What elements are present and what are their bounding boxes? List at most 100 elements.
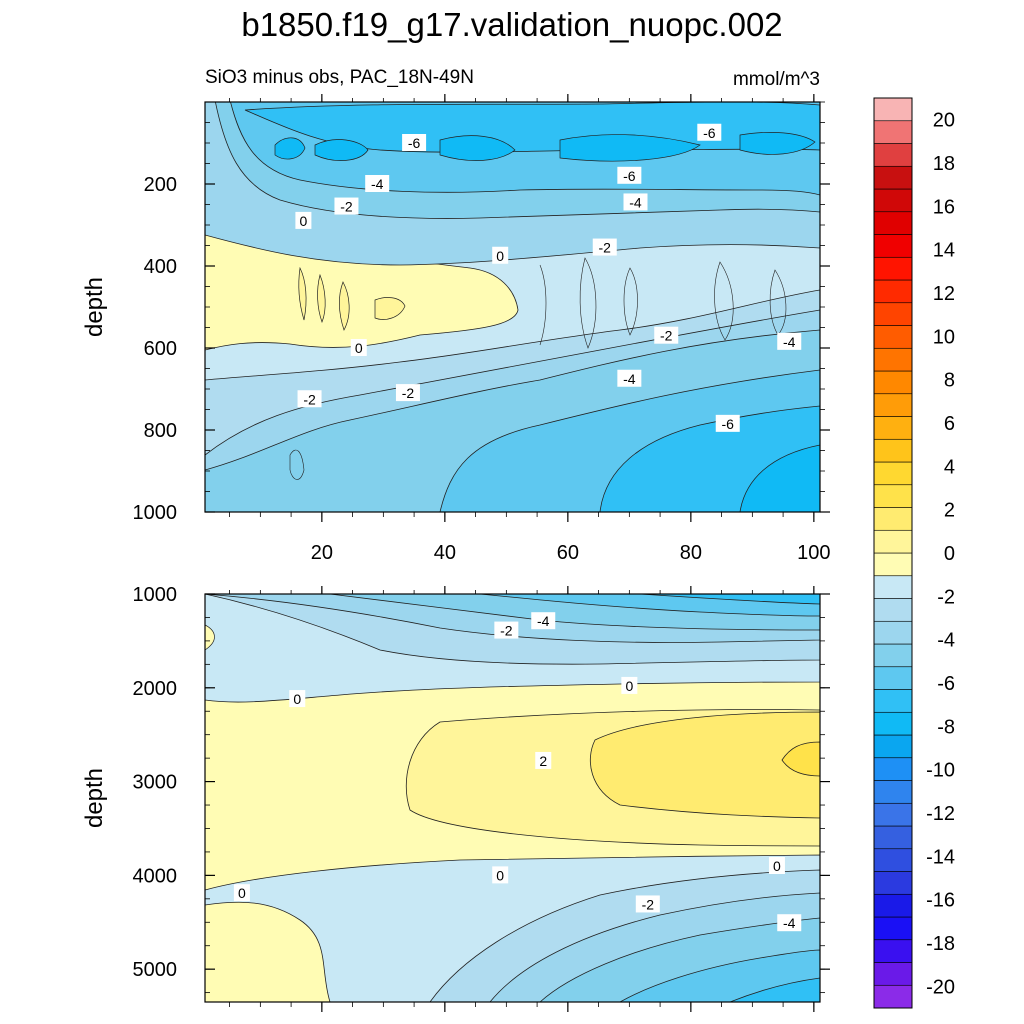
chart-title: b1850.f19_g17.validation_nuopc.002	[241, 6, 782, 43]
contour-label: 0	[355, 340, 363, 356]
colorbar-tick-label: 8	[944, 370, 955, 392]
upper-fill-positive-spot3	[339, 281, 350, 331]
contour-label: -2	[599, 240, 612, 256]
contour-label-box	[777, 914, 802, 932]
contour-label-box	[768, 857, 785, 874]
y-tick-label: 4000	[133, 865, 178, 887]
upper-fill-positive-spot2	[317, 273, 326, 323]
contour-label-box	[233, 884, 250, 902]
contour-label: 0	[300, 213, 308, 229]
colorbar-tick-label: 6	[944, 413, 955, 435]
contour-label: -2	[340, 199, 353, 215]
lower-fill-pos3	[781, 741, 820, 777]
colorbar-swatch	[873, 689, 913, 713]
contour-label-box	[592, 238, 617, 256]
y-tick-label: 2000	[133, 678, 178, 700]
upper-contour-b	[579, 257, 597, 349]
colorbar-swatch	[873, 97, 913, 122]
y-tick-label: 3000	[133, 772, 178, 794]
contour-label-box	[295, 211, 312, 229]
upper-fill-positive-spot4	[374, 297, 406, 320]
contour-label: 0	[496, 867, 504, 883]
colorbar-swatch	[873, 143, 913, 167]
colorbar-tick-label: 14	[933, 240, 955, 262]
colorbar-tick-label: -8	[937, 716, 955, 738]
colorbar-tick-label: -12	[926, 803, 955, 825]
colorbar-swatch	[873, 552, 913, 577]
upper-axes: 200 400 600 800 1000 20 40 60 80 100	[133, 94, 831, 564]
colorbar-swatch	[873, 598, 913, 622]
contour-label: -6	[722, 416, 735, 432]
colorbar-swatch	[873, 438, 913, 463]
contour-label-box	[297, 390, 322, 408]
colorbar-swatch	[873, 780, 913, 804]
upper-contour-labels: -6 -6 -6 -4 -4 -2 0 0 -2 0 -2 -4 -4 -2 -2 -6	[295, 123, 802, 432]
contour-label-box	[402, 134, 427, 151]
contour-label: -2	[500, 623, 513, 639]
contour-label-box	[535, 751, 552, 769]
colorbar-swatch	[873, 416, 913, 440]
colorbar-swatch	[873, 984, 913, 1009]
contour-label: 0	[293, 691, 301, 707]
colorbar-swatch	[873, 302, 913, 326]
colorbar-tick-label: -6	[937, 673, 955, 695]
y-tick-label: 400	[144, 256, 177, 278]
contour-label-box	[617, 166, 642, 184]
colorbar-tick-label: 2	[944, 500, 955, 522]
upper-fill-core3	[439, 135, 516, 161]
colorbar-swatch	[873, 848, 913, 872]
upper-field	[205, 102, 820, 512]
contour-label-box	[777, 332, 802, 350]
contour-label-box	[617, 369, 642, 387]
colorbar-tick-label: 4	[944, 456, 955, 478]
upper-fill-core4	[559, 134, 701, 162]
contour-label-box	[492, 246, 509, 264]
y-tick-label: 5000	[133, 959, 178, 981]
colorbar-swatch	[873, 234, 913, 258]
colorbar: 20181614121086420-2-4-6-8-10-12-14-16-18…	[873, 97, 955, 1009]
colorbar-tick-label: -10	[926, 760, 955, 782]
contour-label-box	[350, 339, 367, 356]
contour-label-box	[365, 175, 390, 192]
colorbar-swatch	[873, 939, 913, 963]
colorbar-swatch	[873, 575, 913, 599]
contour-label: -6	[703, 125, 716, 141]
contour-label: -6	[623, 168, 636, 184]
colorbar-tick-label: 16	[933, 196, 955, 218]
upper-fill-positive-spot1	[298, 266, 307, 321]
lower-fill-pos2	[589, 711, 820, 819]
chart-units: mmol/m^3	[733, 69, 820, 90]
y-tick-label: 1000	[133, 502, 178, 524]
colorbar-tick-label: -20	[926, 976, 955, 998]
colorbar-tick-label: -14	[926, 846, 955, 868]
chart-subtitle-left: SiO3 minus obs, PAC_18N-49N	[205, 67, 474, 88]
contour-label-box	[289, 690, 306, 708]
contour-label-box	[621, 676, 638, 694]
y-tick-label: 800	[144, 420, 177, 442]
colorbar-swatch	[873, 643, 913, 668]
y-tick-label: 600	[144, 338, 177, 360]
y-tick-label: 200	[144, 174, 177, 196]
colorbar-tick-label: 18	[933, 153, 955, 175]
contour-label: 0	[625, 678, 633, 694]
contour-label: -4	[371, 176, 384, 192]
contour-label-box	[635, 895, 660, 913]
contour-label-box	[494, 621, 519, 639]
colorbar-swatch	[873, 507, 913, 531]
contour-label-box	[531, 612, 556, 630]
colorbar-swatch	[873, 757, 913, 781]
upper-contour-d	[714, 261, 734, 341]
contour-label-box	[715, 414, 740, 432]
colorbar-tick-label: -4	[937, 630, 955, 652]
colorbar-swatch	[873, 871, 913, 895]
colorbar-tick-label: -18	[926, 933, 955, 955]
colorbar-swatch	[873, 962, 913, 986]
contour-label: -6	[408, 135, 421, 151]
upper-fill-core5	[739, 132, 816, 155]
upper-panel: -6 -6 -6 -4 -4 -2 0 0 -2 0 -2 -4 -4 -2 -2 -6 200 400 600 8…	[133, 94, 831, 564]
contour-label: 2	[539, 753, 547, 769]
contour-label: -4	[537, 613, 550, 629]
